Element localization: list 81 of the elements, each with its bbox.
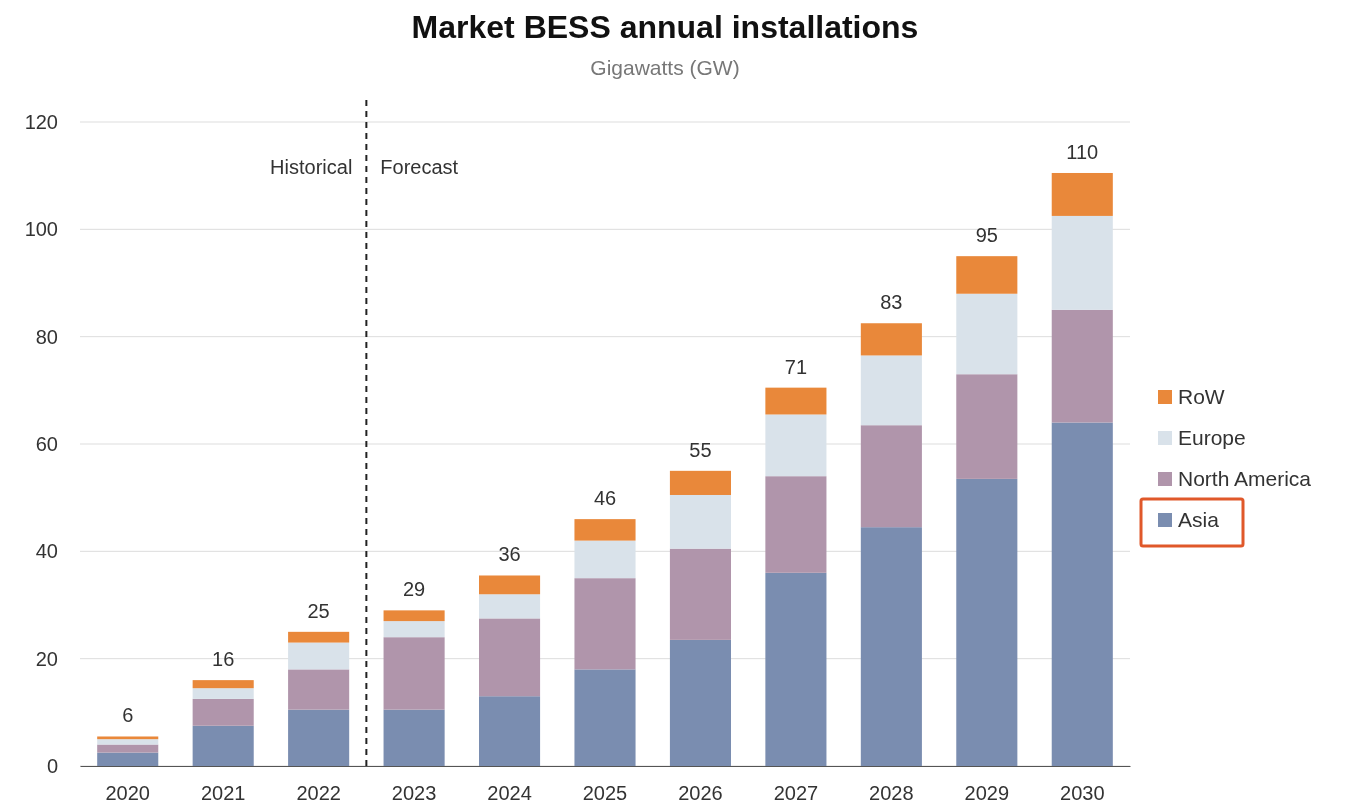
bar bbox=[479, 696, 541, 766]
y-tick-label: 20 bbox=[35, 647, 58, 670]
x-tick-label: 2030 bbox=[1060, 782, 1105, 805]
total-label: 110 bbox=[1066, 140, 1099, 163]
total-label: 95 bbox=[975, 224, 998, 247]
total-label: 16 bbox=[212, 648, 235, 671]
bar bbox=[97, 752, 159, 766]
total-label: 25 bbox=[307, 599, 330, 622]
annotation: Historical bbox=[270, 156, 353, 178]
bar bbox=[192, 698, 254, 726]
bar bbox=[192, 725, 254, 766]
bar bbox=[192, 688, 254, 699]
bar bbox=[574, 578, 636, 670]
bar bbox=[574, 540, 636, 579]
bar bbox=[97, 744, 159, 753]
bar bbox=[479, 618, 541, 697]
x-tick-label: 2025 bbox=[582, 782, 628, 805]
bar bbox=[765, 476, 827, 573]
bar bbox=[192, 680, 254, 689]
annotation: Forecast bbox=[380, 156, 459, 178]
total-label: 29 bbox=[402, 578, 426, 601]
y-tick-label: 40 bbox=[35, 540, 58, 563]
x-tick-label: 2021 bbox=[200, 782, 246, 805]
total-label: 55 bbox=[689, 438, 712, 461]
total-label: 83 bbox=[880, 291, 903, 314]
bar bbox=[669, 470, 731, 495]
bar bbox=[860, 355, 922, 426]
bar bbox=[669, 639, 731, 766]
bar bbox=[97, 739, 159, 745]
bar bbox=[383, 610, 445, 622]
chart-title: Market BESS annual installations bbox=[411, 9, 919, 45]
x-tick-label: 2022 bbox=[296, 782, 341, 805]
bar bbox=[574, 669, 636, 766]
bar bbox=[956, 374, 1018, 479]
bar bbox=[669, 494, 731, 549]
bar bbox=[765, 387, 827, 415]
x-tick-label: 2029 bbox=[964, 782, 1010, 805]
bar bbox=[860, 425, 922, 528]
y-tick-label: 0 bbox=[46, 754, 58, 777]
y-tick-label: 100 bbox=[24, 218, 58, 241]
bar bbox=[574, 519, 636, 541]
bar bbox=[1051, 309, 1113, 423]
bar bbox=[860, 527, 922, 766]
bar bbox=[956, 256, 1018, 294]
x-tick-label: 2024 bbox=[487, 782, 532, 805]
bar bbox=[288, 669, 350, 710]
bar bbox=[288, 642, 350, 670]
total-label: 71 bbox=[784, 355, 808, 378]
bar bbox=[669, 548, 731, 640]
bar bbox=[383, 621, 445, 638]
legend-label: Asia bbox=[1178, 508, 1220, 531]
bar bbox=[1051, 215, 1113, 310]
y-tick-label: 60 bbox=[35, 432, 58, 455]
bar bbox=[956, 478, 1018, 766]
total-label: 46 bbox=[593, 487, 617, 510]
bar bbox=[1051, 422, 1113, 766]
x-tick-label: 2023 bbox=[391, 782, 437, 805]
x-tick-label: 2026 bbox=[678, 782, 723, 805]
bar bbox=[288, 631, 350, 643]
bar bbox=[479, 575, 541, 595]
bar bbox=[383, 637, 445, 710]
legend-label: RoW bbox=[1178, 385, 1225, 408]
bar bbox=[288, 709, 350, 766]
x-tick-label: 2028 bbox=[869, 782, 914, 805]
bar bbox=[765, 414, 827, 477]
total-label: 6 bbox=[122, 704, 134, 727]
bar bbox=[97, 736, 159, 740]
bar bbox=[860, 323, 922, 356]
y-tick-label: 120 bbox=[24, 110, 58, 133]
legend-label: Europe bbox=[1178, 426, 1246, 449]
y-tick-label: 80 bbox=[35, 325, 58, 348]
bar bbox=[383, 709, 445, 766]
bar bbox=[765, 572, 827, 766]
bar bbox=[956, 293, 1018, 375]
bar bbox=[1051, 172, 1113, 216]
total-label: 36 bbox=[498, 543, 521, 566]
x-tick-label: 2027 bbox=[773, 782, 819, 805]
legend-label: North America bbox=[1178, 467, 1312, 490]
bar bbox=[479, 594, 541, 619]
x-tick-label: 2020 bbox=[105, 782, 150, 805]
chart-subtitle: Gigawatts (GW) bbox=[590, 56, 740, 79]
